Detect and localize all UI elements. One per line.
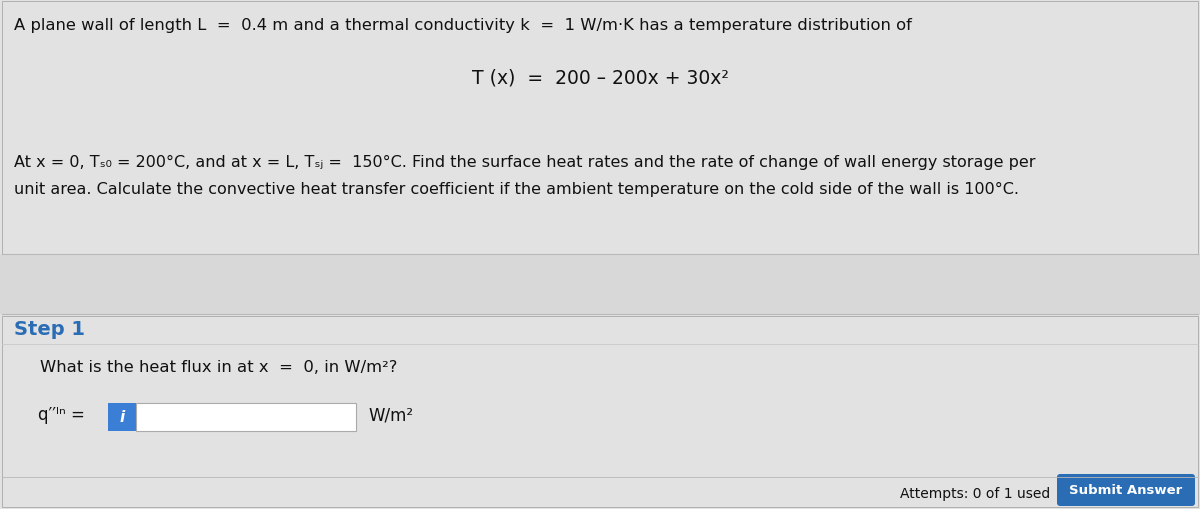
Text: T (x)  =  200 – 200x + 30x²: T (x) = 200 – 200x + 30x² — [472, 68, 728, 87]
Bar — [0, 254, 1200, 315]
Text: Attempts: 0 of 1 used: Attempts: 0 of 1 used — [900, 486, 1050, 500]
Text: q′′ᴵⁿ =: q′′ᴵⁿ = — [38, 405, 85, 423]
Bar — [2, 317, 1198, 507]
Text: Step 1: Step 1 — [14, 319, 85, 338]
Text: W/m²: W/m² — [368, 405, 413, 423]
Text: i: i — [119, 410, 125, 425]
Text: Submit Answer: Submit Answer — [1069, 484, 1183, 496]
Text: What is the heat flux in at x  =  0, in W/m²?: What is the heat flux in at x = 0, in W/… — [40, 359, 397, 374]
Text: unit area. Calculate the convective heat transfer coefficient if the ambient tem: unit area. Calculate the convective heat… — [14, 182, 1019, 196]
Bar — [136, 403, 356, 431]
Bar — [2, 2, 1198, 254]
Bar — [0, 0, 1200, 254]
Text: A plane wall of length L  =  0.4 m and a thermal conductivity k  =  1 W/m·K has : A plane wall of length L = 0.4 m and a t… — [14, 18, 912, 33]
Bar — [0, 315, 1200, 509]
Bar — [108, 403, 136, 431]
FancyBboxPatch shape — [1057, 474, 1195, 506]
Text: At x = 0, Tₛ₀ = 200°C, and at x = L, Tₛⱼ =  150°C. Find the surface heat rates a: At x = 0, Tₛ₀ = 200°C, and at x = L, Tₛⱼ… — [14, 155, 1036, 169]
